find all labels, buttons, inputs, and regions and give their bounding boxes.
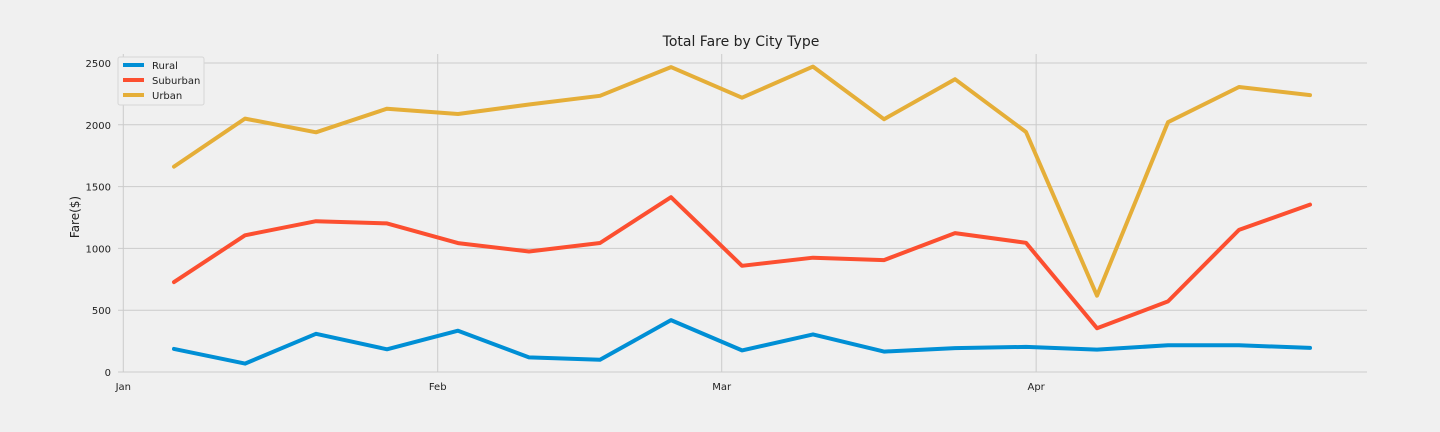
legend-label-urban: Urban <box>152 91 182 102</box>
x-tick-label: Apr <box>1027 382 1045 393</box>
y-tick-label: 2000 <box>86 121 111 132</box>
series-line-urban <box>172 64 1312 298</box>
y-tick-label: 0 <box>105 368 111 379</box>
grid <box>118 54 1367 373</box>
series-line-rural <box>172 318 1312 366</box>
y-tick-label: 2500 <box>86 59 111 70</box>
series-lines <box>172 64 1312 366</box>
y-tick-label: 1000 <box>86 244 111 255</box>
series-line-suburban <box>172 195 1312 331</box>
y-tick-label: 1500 <box>86 183 111 194</box>
y-tick-label: 500 <box>92 306 111 317</box>
axes: 0 500 1000 1500 2000 2500 Jan Feb Mar Apr <box>86 59 1046 393</box>
legend: Rural Suburban Urban <box>117 56 205 106</box>
chart-title: Total Fare by City Type <box>662 34 820 50</box>
x-tick-label: Jan <box>115 382 131 393</box>
x-tick-label: Feb <box>429 382 447 393</box>
x-tick-label: Mar <box>712 382 732 393</box>
legend-label-suburban: Suburban <box>152 76 200 87</box>
legend-label-rural: Rural <box>152 61 178 72</box>
y-axis-label: Fare($) <box>68 196 82 238</box>
